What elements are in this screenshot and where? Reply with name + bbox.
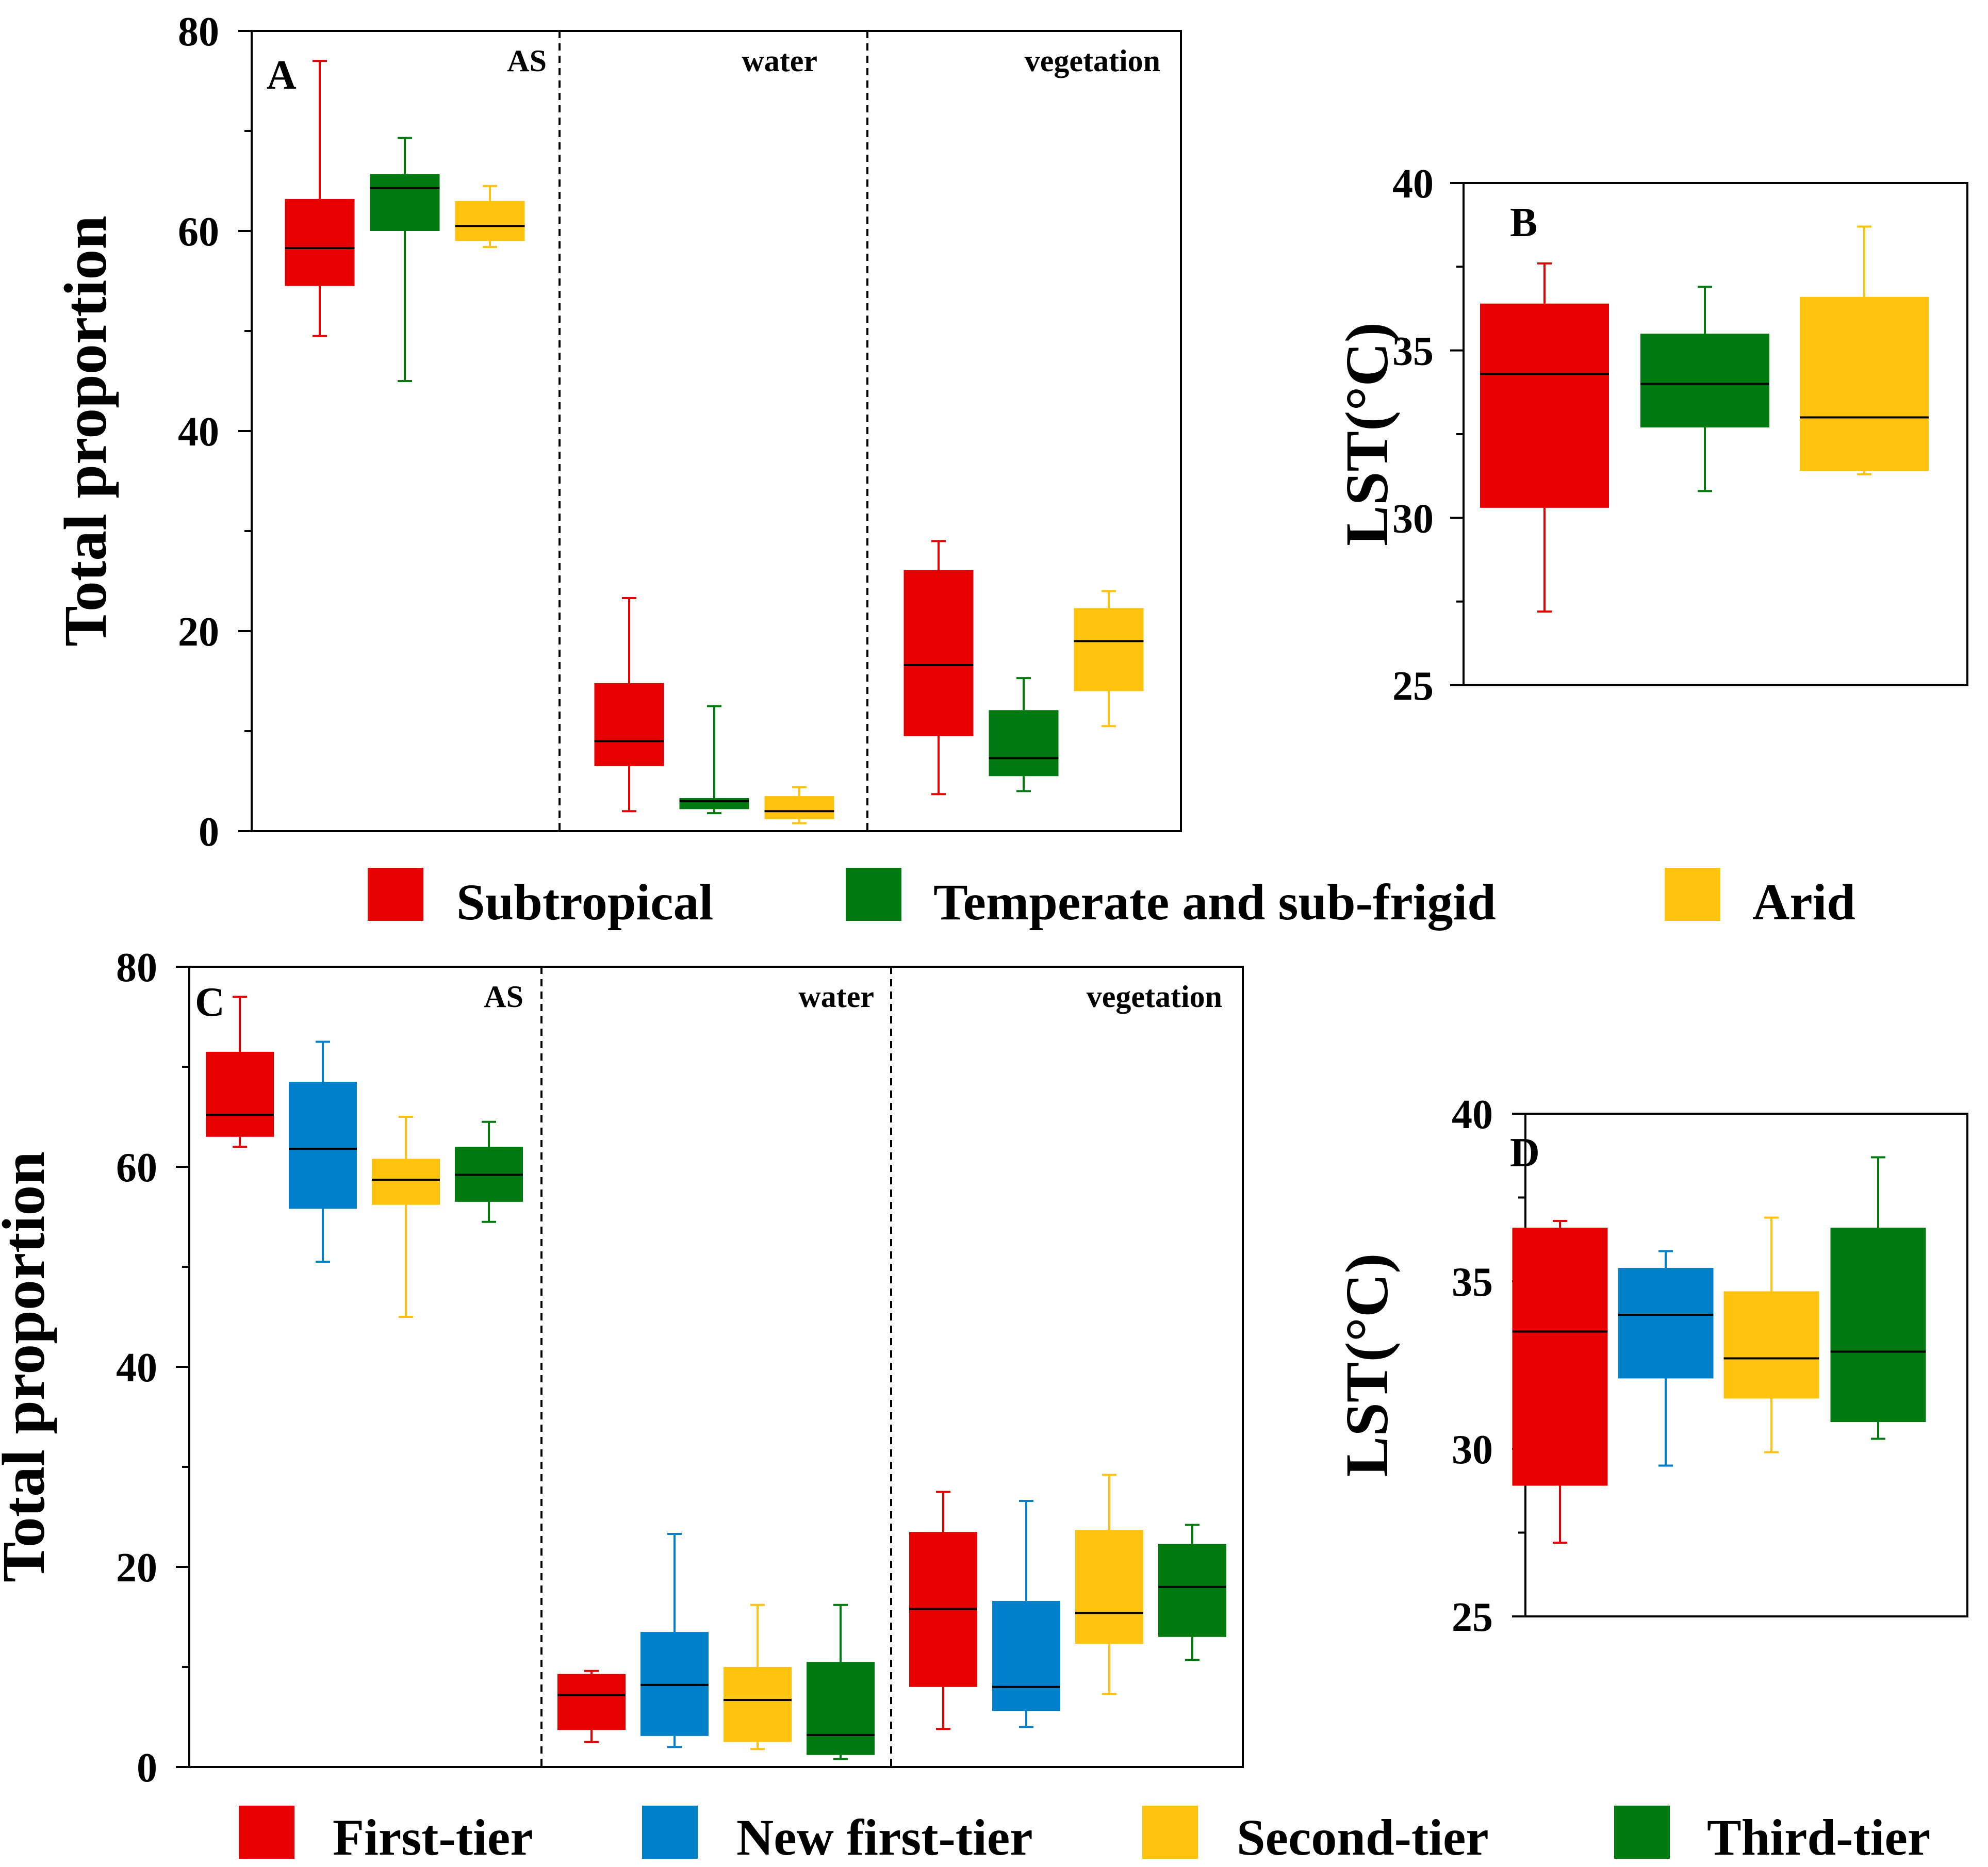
panel-c-water-third-tier-box	[807, 1662, 875, 1755]
panel-d-letter: D	[1510, 1130, 1540, 1176]
panel-c-vegetation-second-tier-box	[1075, 1530, 1143, 1644]
panel-c-tick-label-40: 40	[116, 1345, 157, 1391]
panel-c-as-new-first-tier-box	[289, 1082, 357, 1209]
panel-c-vegetation-third-tier-box	[1158, 1544, 1226, 1637]
panel-c-as-second-tier-box	[372, 1159, 440, 1205]
panel-b-letter: B	[1510, 200, 1537, 245]
panel-b: 25 30 35 40 LST(°C) B	[1333, 161, 1968, 709]
panel-a-section-label-as: AS	[507, 44, 547, 78]
panel-c-section-label-vegetation: vegetation	[1087, 980, 1222, 1014]
panel-a-section-label-vegetation: vegetation	[1025, 44, 1160, 78]
panel-d: 25 30 35 40 LST(°C) D	[1333, 1092, 1968, 1640]
panel-d-first-tier-box	[1512, 1228, 1608, 1486]
panel-d-tick-label-25: 25	[1452, 1595, 1493, 1640]
panel-c-tick-label-20: 20	[116, 1545, 157, 1591]
panel-b-y-axis-title: LST(°C)	[1333, 322, 1401, 546]
panel-a-vegetation-arid-box	[1074, 608, 1144, 691]
panel-c-tick-label-80: 80	[116, 945, 157, 990]
panel-a-tick-label-20: 20	[178, 609, 219, 655]
panel-c-as-first-tier-box	[206, 1051, 274, 1137]
panel-a-tick-label-40: 40	[178, 409, 219, 455]
panel-d-y-axis-title: LST(°C)	[1333, 1253, 1401, 1477]
legend-bottom-label-second-tier: Second-tier	[1237, 1809, 1489, 1866]
panel-c-tick-label-0: 0	[137, 1745, 157, 1791]
panel-a-as-temperate-and-sub-frigid-box	[370, 174, 440, 231]
legend-top: Subtropical Temperate and sub-frigid Arid	[368, 868, 1855, 931]
panel-a-tick-label-0: 0	[199, 809, 219, 855]
legend-bottom-label-first-tier: First-tier	[333, 1809, 533, 1866]
panel-b-tick-label-25: 25	[1392, 664, 1434, 709]
legend-top-label-arid: Arid	[1752, 873, 1855, 931]
panel-a-tick-label-60: 60	[178, 209, 219, 255]
panel-a-as-arid-box	[455, 201, 525, 241]
panel-b-tick-label-40: 40	[1392, 161, 1434, 207]
panel-d-tick-label-40: 40	[1452, 1092, 1493, 1137]
legend-bottom-swatch-third-tier	[1614, 1806, 1670, 1859]
panel-a-water-arid-box	[764, 796, 834, 819]
panel-c-water-second-tier-box	[724, 1667, 792, 1742]
panel-c-letter: C	[195, 980, 225, 1025]
panel-d-new-first-tier-box	[1618, 1268, 1714, 1379]
panel-a-section-label-water: water	[742, 44, 817, 78]
panel-b-tick-label-35: 35	[1392, 329, 1434, 374]
legend-bottom-swatch-second-tier	[1142, 1806, 1198, 1859]
panel-a-y-axis-title: Total proportion	[52, 216, 119, 647]
panel-c-water-first-tier-box	[557, 1674, 626, 1730]
panel-b-tick-label-30: 30	[1392, 496, 1434, 541]
panel-b-arid-box	[1800, 296, 1929, 471]
panel-a-water-subtropical-box	[594, 683, 664, 766]
legend-top-swatch-temperate-and-sub-frigid	[846, 868, 901, 921]
panel-c-section-label-as: AS	[484, 980, 523, 1014]
panel-a-tick-label-80: 80	[178, 9, 219, 55]
panel-b-subtropical-box	[1480, 303, 1609, 508]
legend-bottom-label-new-first-tier: New first-tier	[736, 1809, 1033, 1866]
panel-d-tick-label-35: 35	[1452, 1260, 1493, 1305]
panel-a-vegetation-temperate-and-sub-frigid-box	[989, 710, 1059, 776]
panel-c-tick-label-60: 60	[116, 1145, 157, 1191]
panel-c-vegetation-new-first-tier-box	[992, 1600, 1060, 1711]
panel-a: 0 20 40 60 80 Total proportion A AS water vegetat…	[52, 9, 1182, 855]
panel-c-y-axis-title: Total proportion	[0, 1151, 57, 1582]
panel-d-second-tier-box	[1723, 1291, 1819, 1399]
panel-c: 0 20 40 60 80 Total proportion C AS water vegetat…	[0, 945, 1244, 1791]
legend-bottom-label-third-tier: Third-tier	[1707, 1809, 1930, 1866]
panel-d-third-tier-box	[1830, 1228, 1926, 1422]
panel-d-tick-label-30: 30	[1452, 1427, 1493, 1473]
panel-a-as-subtropical-box	[285, 199, 355, 286]
panel-a-letter: A	[267, 53, 297, 98]
legend-bottom-swatch-new-first-tier	[642, 1806, 698, 1859]
panel-b-temperate-and-sub-frigid-box	[1640, 334, 1769, 428]
legend-top-label-temperate-and-sub-frigid: Temperate and sub-frigid	[933, 873, 1496, 931]
legend-bottom-swatch-first-tier	[239, 1806, 294, 1859]
legend-top-swatch-subtropical	[368, 868, 423, 921]
panel-a-vegetation-subtropical-box	[903, 570, 974, 736]
legend-top-swatch-arid	[1665, 868, 1720, 921]
panel-c-section-label-water: water	[798, 980, 874, 1014]
legend-top-label-subtropical: Subtropical	[456, 873, 713, 931]
panel-a-water-temperate-and-sub-frigid-box	[679, 798, 749, 809]
legend-bottom: First-tier New first-tier Second-tier Third…	[239, 1806, 1930, 1866]
